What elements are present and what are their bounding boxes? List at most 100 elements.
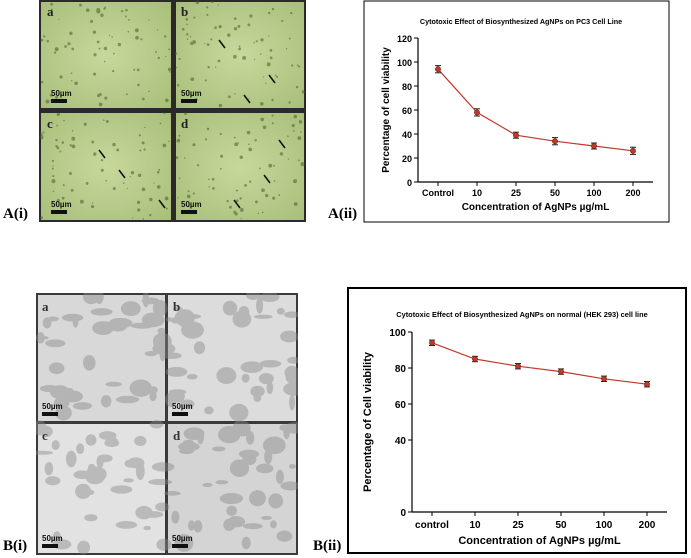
cell-speck	[43, 35, 46, 38]
cell-cluster	[174, 309, 196, 327]
cell-speck	[103, 119, 105, 121]
cell-speck	[100, 168, 104, 172]
cell-cluster	[284, 365, 298, 380]
cell-speck	[55, 138, 58, 142]
cell-cluster	[142, 293, 150, 308]
cell-cluster	[238, 449, 260, 459]
cell-speck	[271, 114, 274, 117]
cell-speck	[168, 48, 171, 51]
cell-speck	[100, 159, 104, 162]
cell-speck	[268, 163, 273, 168]
x-tick-label: 25	[512, 520, 524, 531]
cell-speck	[290, 11, 293, 15]
cell-cluster	[173, 306, 183, 312]
cell-cluster	[144, 351, 158, 357]
cell-speck	[248, 147, 253, 152]
cell-speck	[52, 175, 55, 178]
cell-speck	[206, 6, 209, 9]
cell-cluster	[53, 367, 62, 373]
data-point	[644, 381, 650, 388]
cell-speck	[271, 7, 275, 11]
cell-speck	[39, 135, 44, 140]
cell-speck	[126, 187, 129, 190]
cell-speck	[71, 144, 76, 149]
cell-speck	[103, 7, 106, 10]
cell-speck	[195, 0, 200, 5]
micrograph-b-cell-a	[38, 295, 165, 421]
cell-speck	[134, 28, 139, 33]
micrograph-b-scale-text-b: 50µm	[172, 402, 193, 411]
cell-speck	[208, 186, 210, 188]
cell-cluster	[123, 478, 134, 483]
cell-speck	[186, 23, 188, 26]
data-point	[472, 356, 478, 362]
micrograph-a-scale-text-b: 50µm	[181, 89, 202, 98]
cell-speck	[219, 132, 222, 136]
cell-speck	[177, 197, 179, 199]
cell-speck	[156, 29, 159, 31]
y-tick-label: 120	[397, 34, 412, 44]
cell-speck	[297, 136, 302, 141]
cell-cluster	[233, 420, 242, 434]
cell-cluster	[105, 381, 122, 387]
cell-speck	[248, 180, 252, 183]
cell-speck	[70, 79, 73, 82]
cell-cluster	[250, 385, 265, 397]
micrograph-a-scale-bar-c	[51, 210, 67, 214]
cell-speck	[168, 71, 171, 73]
cell-speck	[69, 144, 72, 147]
micrograph-a-label-c: c	[47, 116, 53, 131]
cell-speck	[90, 204, 95, 209]
cell-speck	[248, 143, 250, 146]
cell-speck	[208, 178, 210, 181]
cell-cluster	[76, 443, 85, 455]
cell-speck	[296, 64, 299, 66]
cell-cluster	[261, 515, 272, 520]
micrograph-b-cell-d	[168, 424, 296, 553]
cell-cluster	[65, 450, 77, 468]
cell-cluster	[256, 297, 264, 314]
cell-speck	[120, 9, 124, 13]
cell-speck	[248, 98, 250, 100]
cell-cluster	[108, 317, 133, 329]
cell-speck	[79, 3, 82, 7]
cell-cluster	[159, 345, 166, 362]
cell-cluster	[124, 459, 137, 468]
micrograph-panel-a: a b c d 50µm 50µm 50µm 50µm	[39, 0, 306, 222]
cell-cluster	[212, 446, 226, 452]
cell-cluster	[105, 437, 119, 445]
micrograph-a-cell-c	[41, 113, 171, 220]
cell-speck	[125, 8, 128, 12]
cell-cluster	[165, 392, 177, 408]
cell-speck	[268, 35, 270, 37]
cell-cluster	[238, 305, 250, 319]
x-tick-label: 50	[550, 188, 560, 198]
cell-speck	[217, 4, 220, 6]
cell-speck	[253, 58, 256, 60]
cell-speck	[265, 193, 269, 198]
cell-speck	[288, 101, 291, 104]
cell-speck	[138, 134, 141, 137]
cell-cluster	[100, 395, 112, 408]
cell-speck	[210, 38, 213, 41]
cell-speck	[211, 0, 214, 4]
cell-speck	[242, 56, 247, 60]
cell-speck	[112, 186, 116, 191]
micrograph-a-scale-bar-d	[181, 210, 197, 214]
cell-speck	[220, 154, 224, 158]
cell-cluster	[270, 520, 277, 529]
cell-speck	[136, 200, 141, 205]
cell-cluster	[259, 360, 282, 368]
x-tick-label: 10	[472, 188, 482, 198]
cell-cluster	[275, 469, 284, 484]
micrograph-b-scale-text-a: 50µm	[42, 402, 63, 411]
cell-speck	[155, 50, 157, 53]
x-tick-label: 200	[639, 520, 656, 531]
cell-speck	[164, 196, 169, 201]
cell-cluster	[264, 449, 273, 465]
cell-cluster	[44, 461, 54, 476]
cell-speck	[98, 47, 101, 50]
cell-cluster	[108, 318, 128, 332]
cell-speck	[204, 138, 208, 141]
cell-speck	[287, 158, 290, 160]
